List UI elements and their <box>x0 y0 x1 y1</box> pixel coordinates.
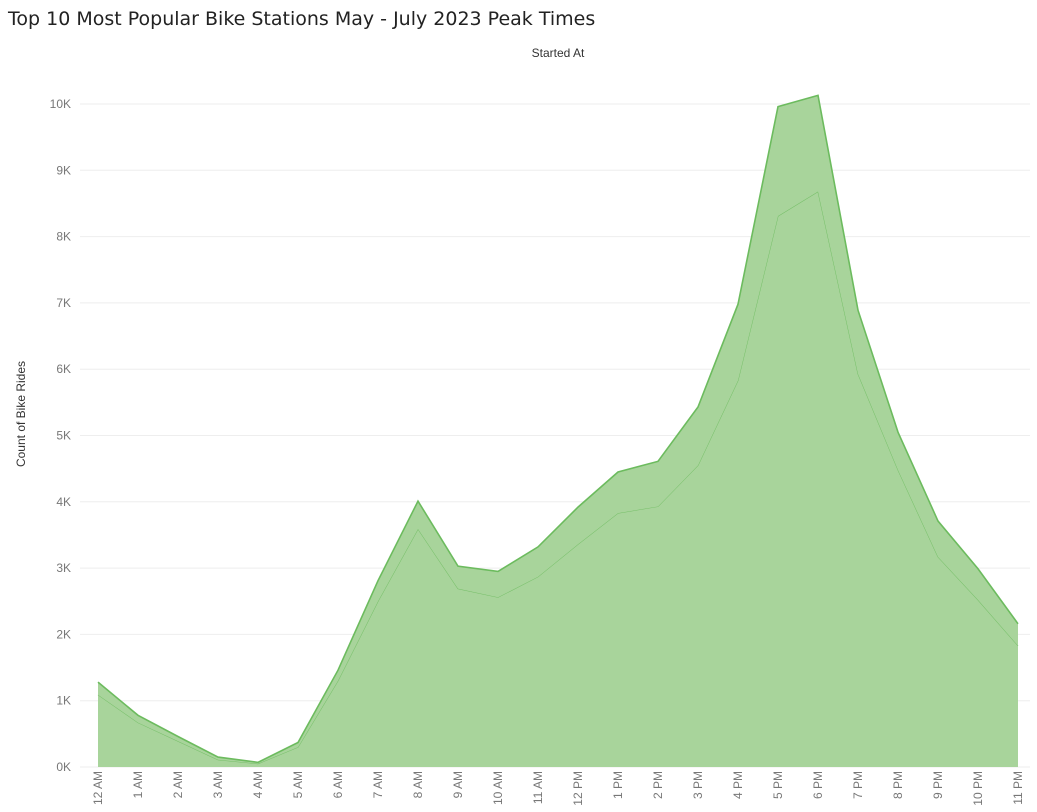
series-line-2 <box>97 94 1019 764</box>
x-tick-label: 9 AM <box>451 771 465 798</box>
x-tick-label: 6 AM <box>331 771 345 798</box>
x-tick-label: 3 PM <box>691 771 705 799</box>
area-series-1 <box>98 191 1018 768</box>
x-tick-label: 1 AM <box>131 771 145 798</box>
x-axis-label: Started At <box>532 46 585 60</box>
x-tick-label: 11 PM <box>1011 771 1025 805</box>
y-tick-label: 7K <box>56 296 71 310</box>
y-tick-label: 10K <box>50 97 71 111</box>
x-tick-label: 11 AM <box>531 771 545 804</box>
x-tick-label: 1 PM <box>611 771 625 799</box>
y-tick-label: 6K <box>56 362 71 376</box>
y-axis-label: Count of Bike Rides <box>14 361 28 467</box>
x-tick-label: 4 AM <box>251 771 265 798</box>
y-tick-label: 8K <box>56 230 71 244</box>
y-tick-label: 9K <box>56 163 71 177</box>
x-tick-label: 2 PM <box>651 771 665 799</box>
y-tick-label: 4K <box>56 495 71 509</box>
x-tick-label: 2 AM <box>171 771 185 798</box>
x-tick-label: 8 AM <box>411 771 425 798</box>
x-tick-label: 8 PM <box>891 771 905 799</box>
x-tick-label: 7 AM <box>371 771 385 798</box>
y-tick-label: 2K <box>56 627 71 641</box>
x-tick-label: 12 AM <box>91 771 105 805</box>
x-tick-label: 10 AM <box>491 771 505 805</box>
x-tick-label: 3 AM <box>211 771 225 798</box>
x-tick-label: 10 PM <box>971 771 985 806</box>
y-tick-label: 1K <box>56 694 71 708</box>
x-tick-label: 5 PM <box>771 771 785 799</box>
x-tick-label: 5 AM <box>291 771 305 798</box>
chart-title: Top 10 Most Popular Bike Stations May - … <box>8 8 596 30</box>
x-tick-label: 9 PM <box>931 771 945 799</box>
x-tick-label: 12 PM <box>571 771 585 806</box>
x-tick-label: 4 PM <box>731 771 745 799</box>
x-axis-ticks: 12 AM 1 AM 2 AM 3 AM 4 AM 5 AM 6 AM 7 AM 8 AM 9 A… <box>91 771 1025 806</box>
y-tick-label: 5K <box>56 429 71 443</box>
x-tick-label: 6 PM <box>811 771 825 799</box>
x-tick-label: 7 PM <box>851 771 865 799</box>
y-tick-label: 0K <box>56 760 71 774</box>
area-series <box>97 94 1019 768</box>
y-axis-ticks: 0K 1K 2K 3K 4K 5K 6K 7K 8K 9K 10K <box>50 97 71 774</box>
y-tick-label: 3K <box>56 561 71 575</box>
